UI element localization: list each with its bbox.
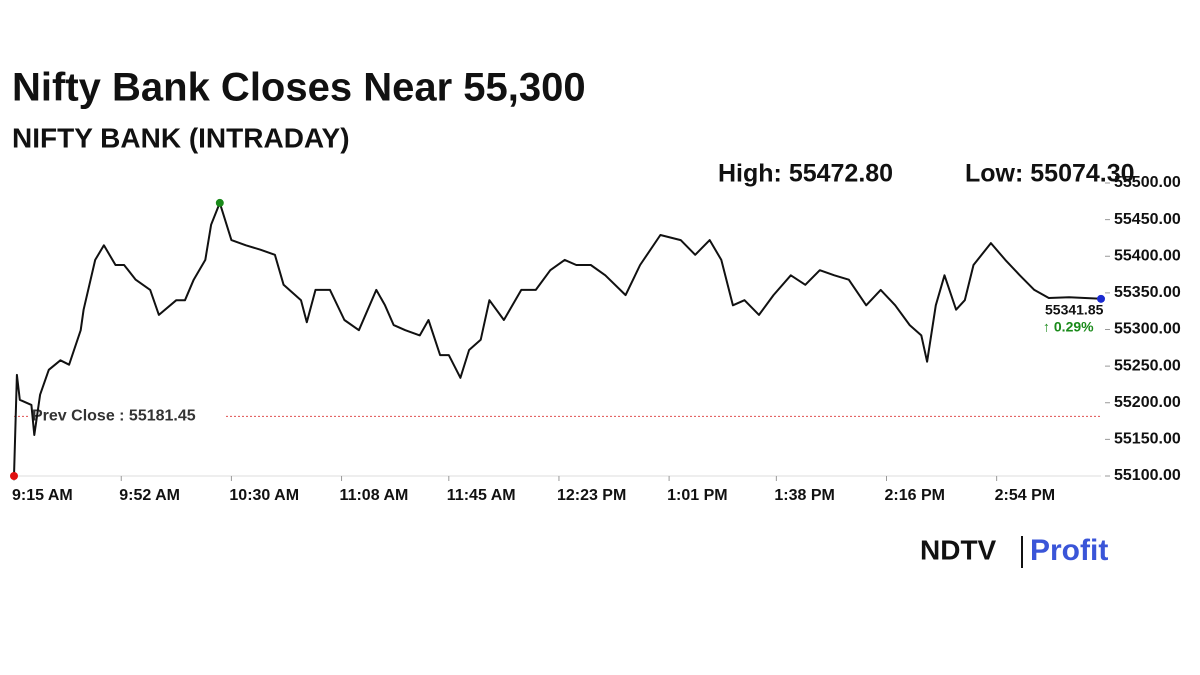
last-value-label: 55341.85 — [1045, 302, 1104, 318]
x-tick-label: 1:38 PM — [774, 487, 834, 504]
y-tick-label: 55100.00 — [1114, 467, 1181, 484]
x-tick-label: 9:15 AM — [12, 487, 73, 504]
point-marker — [215, 198, 224, 207]
prev-close-bg — [28, 405, 224, 426]
x-tick-label: 11:45 AM — [447, 487, 516, 504]
x-tick-label: 9:52 AM — [119, 487, 180, 504]
high-label: High: 55472.80 — [718, 160, 893, 188]
chart-subtitle: NIFTY BANK (INTRADAY) — [12, 122, 350, 153]
y-tick-label: 55350.00 — [1114, 284, 1181, 301]
x-tick-label: 2:16 PM — [884, 487, 944, 504]
y-tick-label: 55450.00 — [1114, 211, 1181, 228]
price-line — [13, 201, 1102, 477]
y-tick-label: 55500.00 — [1114, 174, 1181, 191]
y-tick-label: 55200.00 — [1114, 394, 1181, 411]
y-tick-label: 55400.00 — [1114, 247, 1181, 264]
x-tick-label: 12:23 PM — [557, 487, 626, 504]
logo: NDTV Profit — [920, 534, 1108, 568]
logo-left: NDTV — [920, 534, 997, 565]
y-tick-label: 55150.00 — [1114, 431, 1181, 448]
y-tick-label: 55300.00 — [1114, 321, 1181, 338]
chart-title: Nifty Bank Closes Near 55,300 — [12, 66, 586, 110]
logo-right: Profit — [1030, 534, 1108, 567]
y-tick-label: 55250.00 — [1114, 357, 1181, 374]
prev-close-label: Prev Close : 55181.45 — [32, 408, 196, 425]
change-label: ↑ 0.29% — [1043, 319, 1094, 335]
x-tick-label: 2:54 PM — [995, 487, 1055, 504]
x-tick-label: 11:08 AM — [340, 487, 409, 504]
x-tick-label: 1:01 PM — [667, 487, 727, 504]
point-marker — [10, 472, 18, 480]
x-tick-label: 10:30 AM — [229, 487, 299, 504]
point-marker — [1097, 294, 1105, 303]
